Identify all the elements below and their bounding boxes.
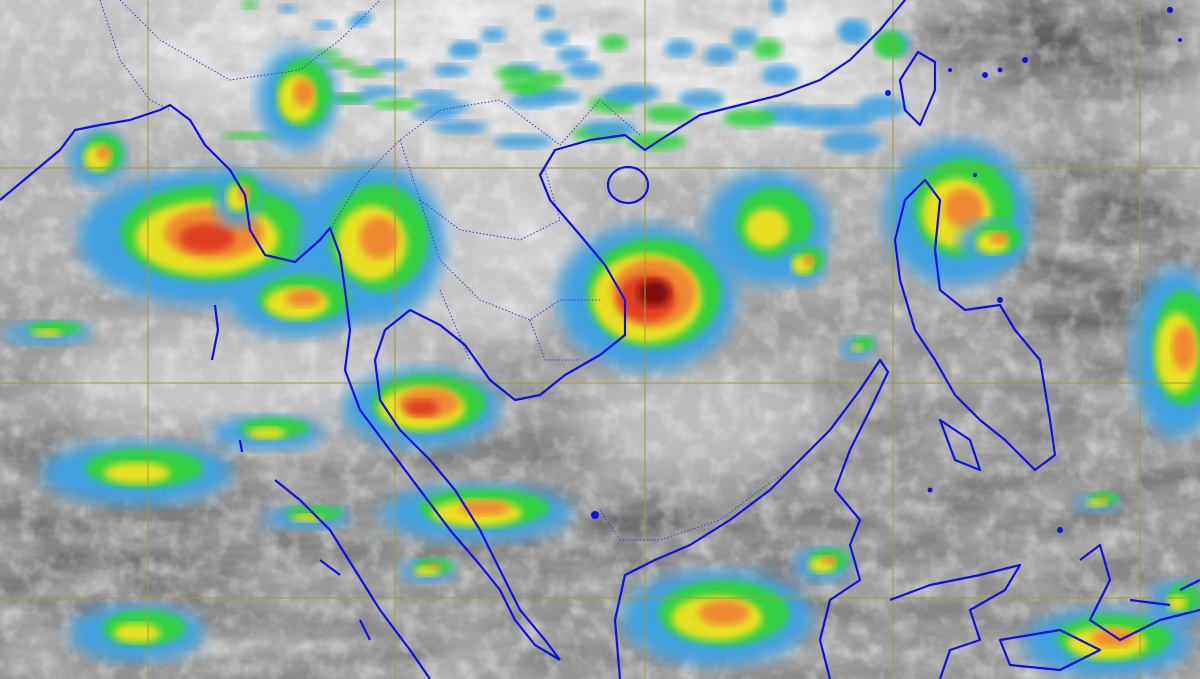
convective-cell <box>779 244 825 286</box>
convective-cell <box>1149 580 1200 626</box>
cloud-top-patch <box>874 30 902 54</box>
cloud-top-patch <box>704 45 737 66</box>
convective-cell <box>840 336 875 360</box>
cell-level-3 <box>293 79 315 107</box>
cell-level-3 <box>96 145 112 161</box>
cell-level-4 <box>178 223 236 253</box>
cloud-top-patch <box>730 28 758 49</box>
cell-level-2 <box>1167 595 1187 611</box>
cell-level-2 <box>113 623 161 643</box>
convective-cell <box>214 170 260 226</box>
cloud-top-patch <box>313 20 336 30</box>
cloud-top-patch <box>791 106 844 129</box>
cell-level-2 <box>745 208 789 248</box>
cloud-top-patch <box>542 30 569 46</box>
cloud-top-patch <box>494 66 532 81</box>
cell-level-3 <box>698 600 750 626</box>
convective-cell <box>229 269 365 337</box>
cloud-top-patch <box>320 58 356 70</box>
convective-cell <box>621 570 813 666</box>
convective-cell <box>299 164 445 322</box>
cell-level-5 <box>637 279 671 307</box>
convective-cell <box>1074 491 1120 512</box>
convective-cell <box>69 605 205 661</box>
cloud-top-patch <box>556 46 588 63</box>
cloud-top-patch <box>536 88 581 105</box>
cell-level-3 <box>821 555 837 565</box>
convective-cell <box>211 416 323 450</box>
cell-level-3 <box>359 216 399 260</box>
cloud-top-patch <box>761 64 800 86</box>
cloud-top-patch <box>565 61 603 78</box>
cloud-top-patch <box>752 38 783 60</box>
cell-level-3 <box>458 500 510 516</box>
cloud-top-patch <box>432 63 470 77</box>
cloud-top-patch <box>493 134 553 150</box>
cloud-top-patch <box>678 89 725 109</box>
country-borders <box>99 0 791 541</box>
cell-level-2 <box>851 344 863 352</box>
cell-level-2 <box>103 461 171 485</box>
cell-level-3 <box>989 231 1009 245</box>
cloud-top-patch <box>616 83 660 102</box>
cell-level-3 <box>1091 628 1137 648</box>
cloud-top-patch <box>524 71 565 87</box>
cloud-top-patch <box>372 59 408 71</box>
cloud-top-patch <box>822 130 882 154</box>
convective-cell <box>399 558 455 583</box>
cloud-top-patch <box>358 85 402 98</box>
cloud-top-patch <box>347 66 385 78</box>
cell-level-2 <box>31 329 63 337</box>
cloud-top-patch <box>582 120 638 138</box>
cell-level-3 <box>1097 495 1111 501</box>
cloud-top-patch <box>221 131 279 140</box>
cloud-top-patch <box>278 4 296 14</box>
small-islands <box>591 7 1182 533</box>
cell-level-2 <box>247 427 287 439</box>
cell-level-3 <box>1171 325 1197 371</box>
convective-cell <box>381 485 573 541</box>
convective-cell <box>41 441 233 505</box>
cloud-top-patch <box>450 40 480 54</box>
convective-cell <box>257 47 337 149</box>
cell-level-3 <box>802 254 816 266</box>
cloud-top-patch <box>723 107 776 129</box>
cloud-top-patch <box>769 0 786 16</box>
cell-level-3 <box>285 288 323 308</box>
convective-cell <box>794 548 850 582</box>
cloud-top-patch <box>664 39 695 58</box>
convective-cell <box>69 130 125 186</box>
cloud-top-patch <box>643 104 694 123</box>
cell-level-3 <box>426 562 442 570</box>
cell-level-3 <box>944 188 984 228</box>
convective-cell <box>2 321 92 345</box>
cloud-top-patch <box>598 34 627 52</box>
convective-cell <box>884 140 1030 286</box>
cloud-top-patch <box>372 98 420 111</box>
convective-cell <box>1132 269 1200 437</box>
cloud-top-patch <box>432 120 487 134</box>
cloud-top-patch <box>422 99 471 113</box>
cloud-top-patch <box>242 1 258 9</box>
cloud-top-patch <box>845 20 870 44</box>
cloud-top-patch <box>353 11 374 23</box>
convective-cell <box>958 220 1026 266</box>
cell-level-2 <box>1086 498 1108 508</box>
cell-level-4 <box>404 399 440 417</box>
cloud-top-patch <box>480 27 506 42</box>
convective-cell <box>343 368 501 448</box>
cloud-top-patch <box>535 5 554 21</box>
